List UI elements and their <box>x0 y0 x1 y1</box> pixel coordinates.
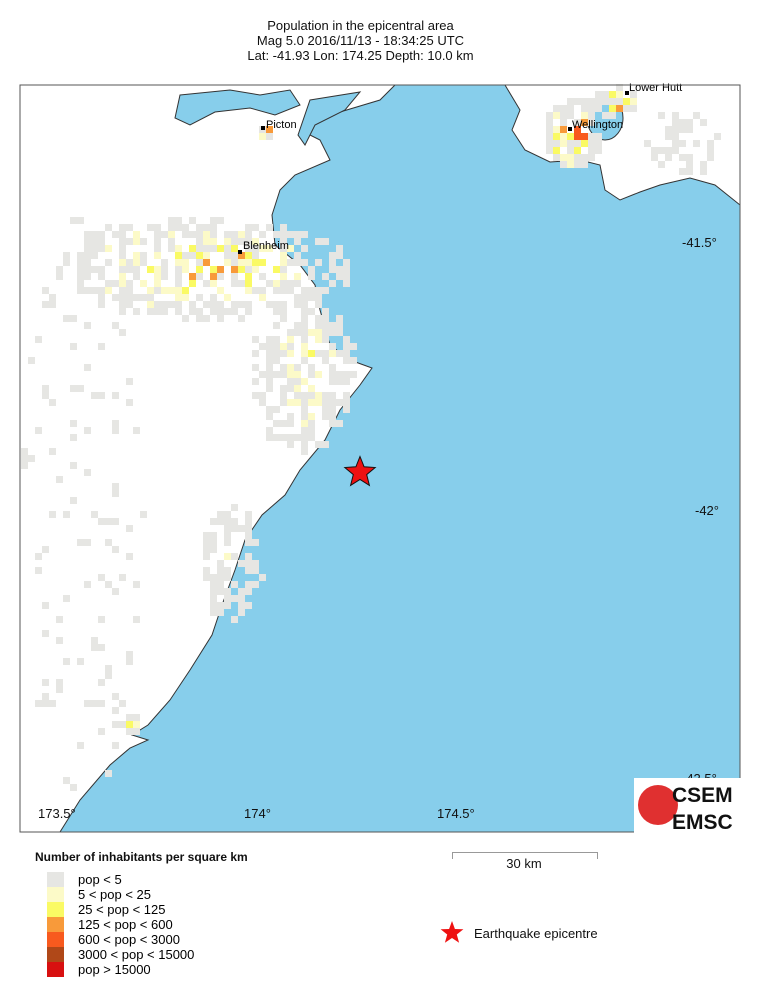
event-info: Mag 5.0 2016/11/13 - 18:34:25 UTC <box>256 33 465 48</box>
legend-label: 5 < pop < 25 <box>78 887 152 902</box>
legend-label: pop > 15000 <box>78 962 151 977</box>
lon-tick: 174.5° <box>437 806 475 821</box>
svg-text:EMSC: EMSC <box>672 811 733 834</box>
map-frame <box>19 84 741 833</box>
city-label-blenheim: Blenheim <box>243 240 289 252</box>
city-marker <box>625 91 629 95</box>
city-marker <box>261 126 265 130</box>
lon-tick: 173.5° <box>38 806 76 821</box>
csem-emsc-logo: CSEM EMSC <box>634 778 741 834</box>
legend-label: 125 < pop < 600 <box>78 917 173 932</box>
marlborough-sounds <box>174 89 362 146</box>
epicentre-legend-label: Earthquake epicentre <box>474 926 598 941</box>
legend-swatch <box>47 887 64 902</box>
event-location: Lat: -41.93 Lon: 174.25 Depth: 10.0 km <box>247 48 474 63</box>
map-title: Population in the epicentral area <box>267 18 454 33</box>
population-cells <box>21 84 721 791</box>
legend-swatch <box>47 932 64 947</box>
legend-swatch <box>47 917 64 932</box>
city-marker <box>238 250 242 254</box>
scale-label: 30 km <box>506 856 542 871</box>
svg-text:CSEM: CSEM <box>672 784 733 807</box>
legend-swatch <box>47 947 64 962</box>
legend-label: pop < 5 <box>78 872 122 887</box>
lat-tick: -42° <box>695 503 719 518</box>
lon-ticks: 173.5° 174° 174.5° -41.5° -42° -42.5° <box>38 235 719 821</box>
legend-swatch <box>47 872 64 887</box>
legend-swatch <box>47 902 64 917</box>
population-map: 173.5° 174° 174.5° -41.5° -42° -42.5° Pi… <box>19 82 741 834</box>
legend-label: 25 < pop < 125 <box>78 902 166 917</box>
legend-swatch <box>47 962 64 977</box>
city-label-lower-hutt: Lower Hutt <box>629 82 682 94</box>
epicentre-star-icon <box>343 455 377 487</box>
lat-tick: -41.5° <box>682 235 717 250</box>
legend-title: Number of inhabitants per square km <box>35 850 248 864</box>
legend-label: 3000 < pop < 15000 <box>78 947 195 962</box>
city-label-picton: Picton <box>266 119 297 131</box>
city-label-wellington: Wellington <box>572 119 623 131</box>
lon-tick: 174° <box>244 806 271 821</box>
city-marker <box>568 127 572 131</box>
epicentre-legend-star-icon <box>440 921 464 943</box>
scale-bar <box>452 852 598 859</box>
legend-label: 600 < pop < 3000 <box>78 932 180 947</box>
